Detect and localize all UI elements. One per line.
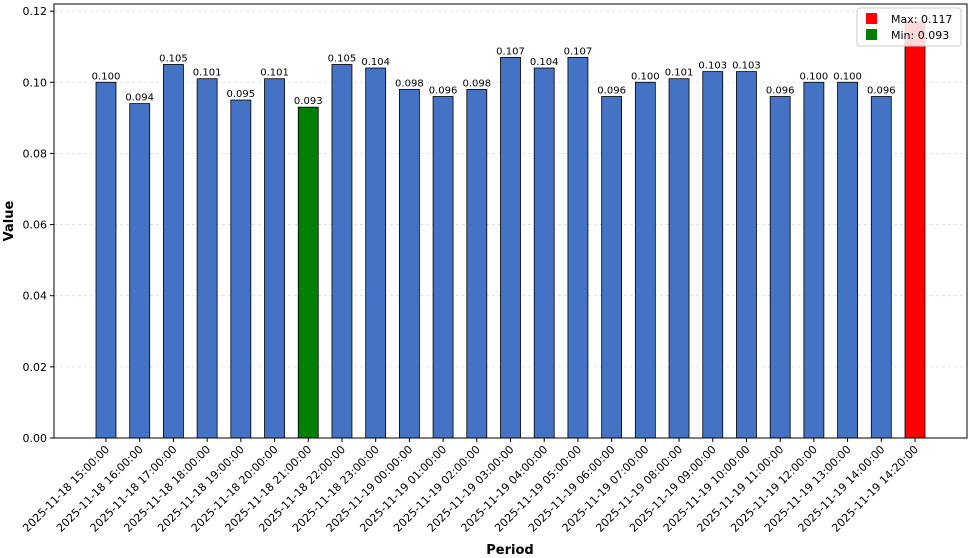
y-axis-ticks: 0.00 0.02 0.04 0.06 0.08 0.10 0.12 (23, 5, 54, 445)
data-label: 0.101 (665, 68, 694, 79)
bar (668, 78, 690, 439)
bar (129, 103, 151, 439)
data-label: 0.096 (429, 85, 458, 96)
data-label: 0.104 (361, 57, 390, 68)
data-label: 0.100 (92, 71, 121, 82)
y-tick-label: 0.00 (23, 432, 48, 445)
bar (398, 88, 420, 439)
y-tick-label: 0.08 (23, 147, 48, 160)
bar (163, 64, 184, 439)
data-label: 0.101 (193, 68, 222, 79)
bar (297, 106, 319, 439)
data-label: 0.105 (328, 53, 357, 64)
bar (500, 56, 521, 439)
bar (634, 81, 656, 439)
data-label: 0.103 (698, 61, 727, 72)
bar (803, 81, 825, 439)
data-label: 0.100 (833, 71, 862, 82)
legend-label-min: Min: 0.093 (891, 29, 949, 42)
y-tick-label: 0.06 (23, 219, 48, 232)
bar (466, 88, 488, 439)
data-label: 0.095 (227, 89, 256, 100)
data-label: 0.101 (260, 68, 289, 79)
bar (95, 81, 117, 439)
bar (702, 71, 724, 439)
data-label: 0.107 (496, 46, 525, 57)
data-label: 0.096 (766, 85, 795, 96)
legend-swatch-max (866, 13, 877, 24)
data-label: 0.100 (631, 71, 660, 82)
legend-swatch-min (866, 29, 877, 40)
bar (230, 99, 252, 439)
bar (264, 78, 285, 439)
x-axis-title: Period (486, 543, 533, 558)
y-tick-label: 0.12 (23, 5, 48, 18)
bar (196, 78, 218, 439)
data-label: 0.093 (294, 96, 323, 107)
data-label: 0.104 (530, 57, 559, 68)
bar (533, 67, 555, 439)
data-label: 0.098 (395, 78, 424, 89)
data-labels: 0.100 0.094 0.105 0.101 0.095 0.101 0.093 0.105… (92, 46, 896, 107)
y-axis-title: Value (2, 200, 17, 241)
data-label: 0.103 (732, 61, 761, 72)
data-label: 0.096 (867, 85, 896, 96)
bar (331, 64, 353, 439)
y-tick-label: 0.04 (23, 290, 48, 303)
legend-box (856, 7, 962, 47)
data-label: 0.105 (159, 53, 188, 64)
y-tick-label: 0.02 (23, 361, 48, 374)
bar (870, 96, 892, 439)
legend: Max: 0.117 Min: 0.093 (856, 7, 962, 47)
bar (432, 96, 454, 439)
data-label: 0.098 (462, 78, 491, 89)
data-label: 0.096 (597, 85, 626, 96)
bar (601, 96, 623, 439)
bar (736, 71, 757, 439)
bars (95, 21, 926, 439)
data-label: 0.094 (125, 93, 154, 104)
bar (837, 81, 858, 439)
bar (567, 56, 589, 439)
legend-label-max: Max: 0.117 (891, 13, 952, 26)
data-label: 0.107 (564, 46, 593, 57)
bar (904, 21, 926, 439)
bar (365, 67, 387, 439)
y-tick-label: 0.10 (23, 76, 48, 89)
bar (769, 96, 791, 439)
data-label: 0.100 (800, 71, 829, 82)
